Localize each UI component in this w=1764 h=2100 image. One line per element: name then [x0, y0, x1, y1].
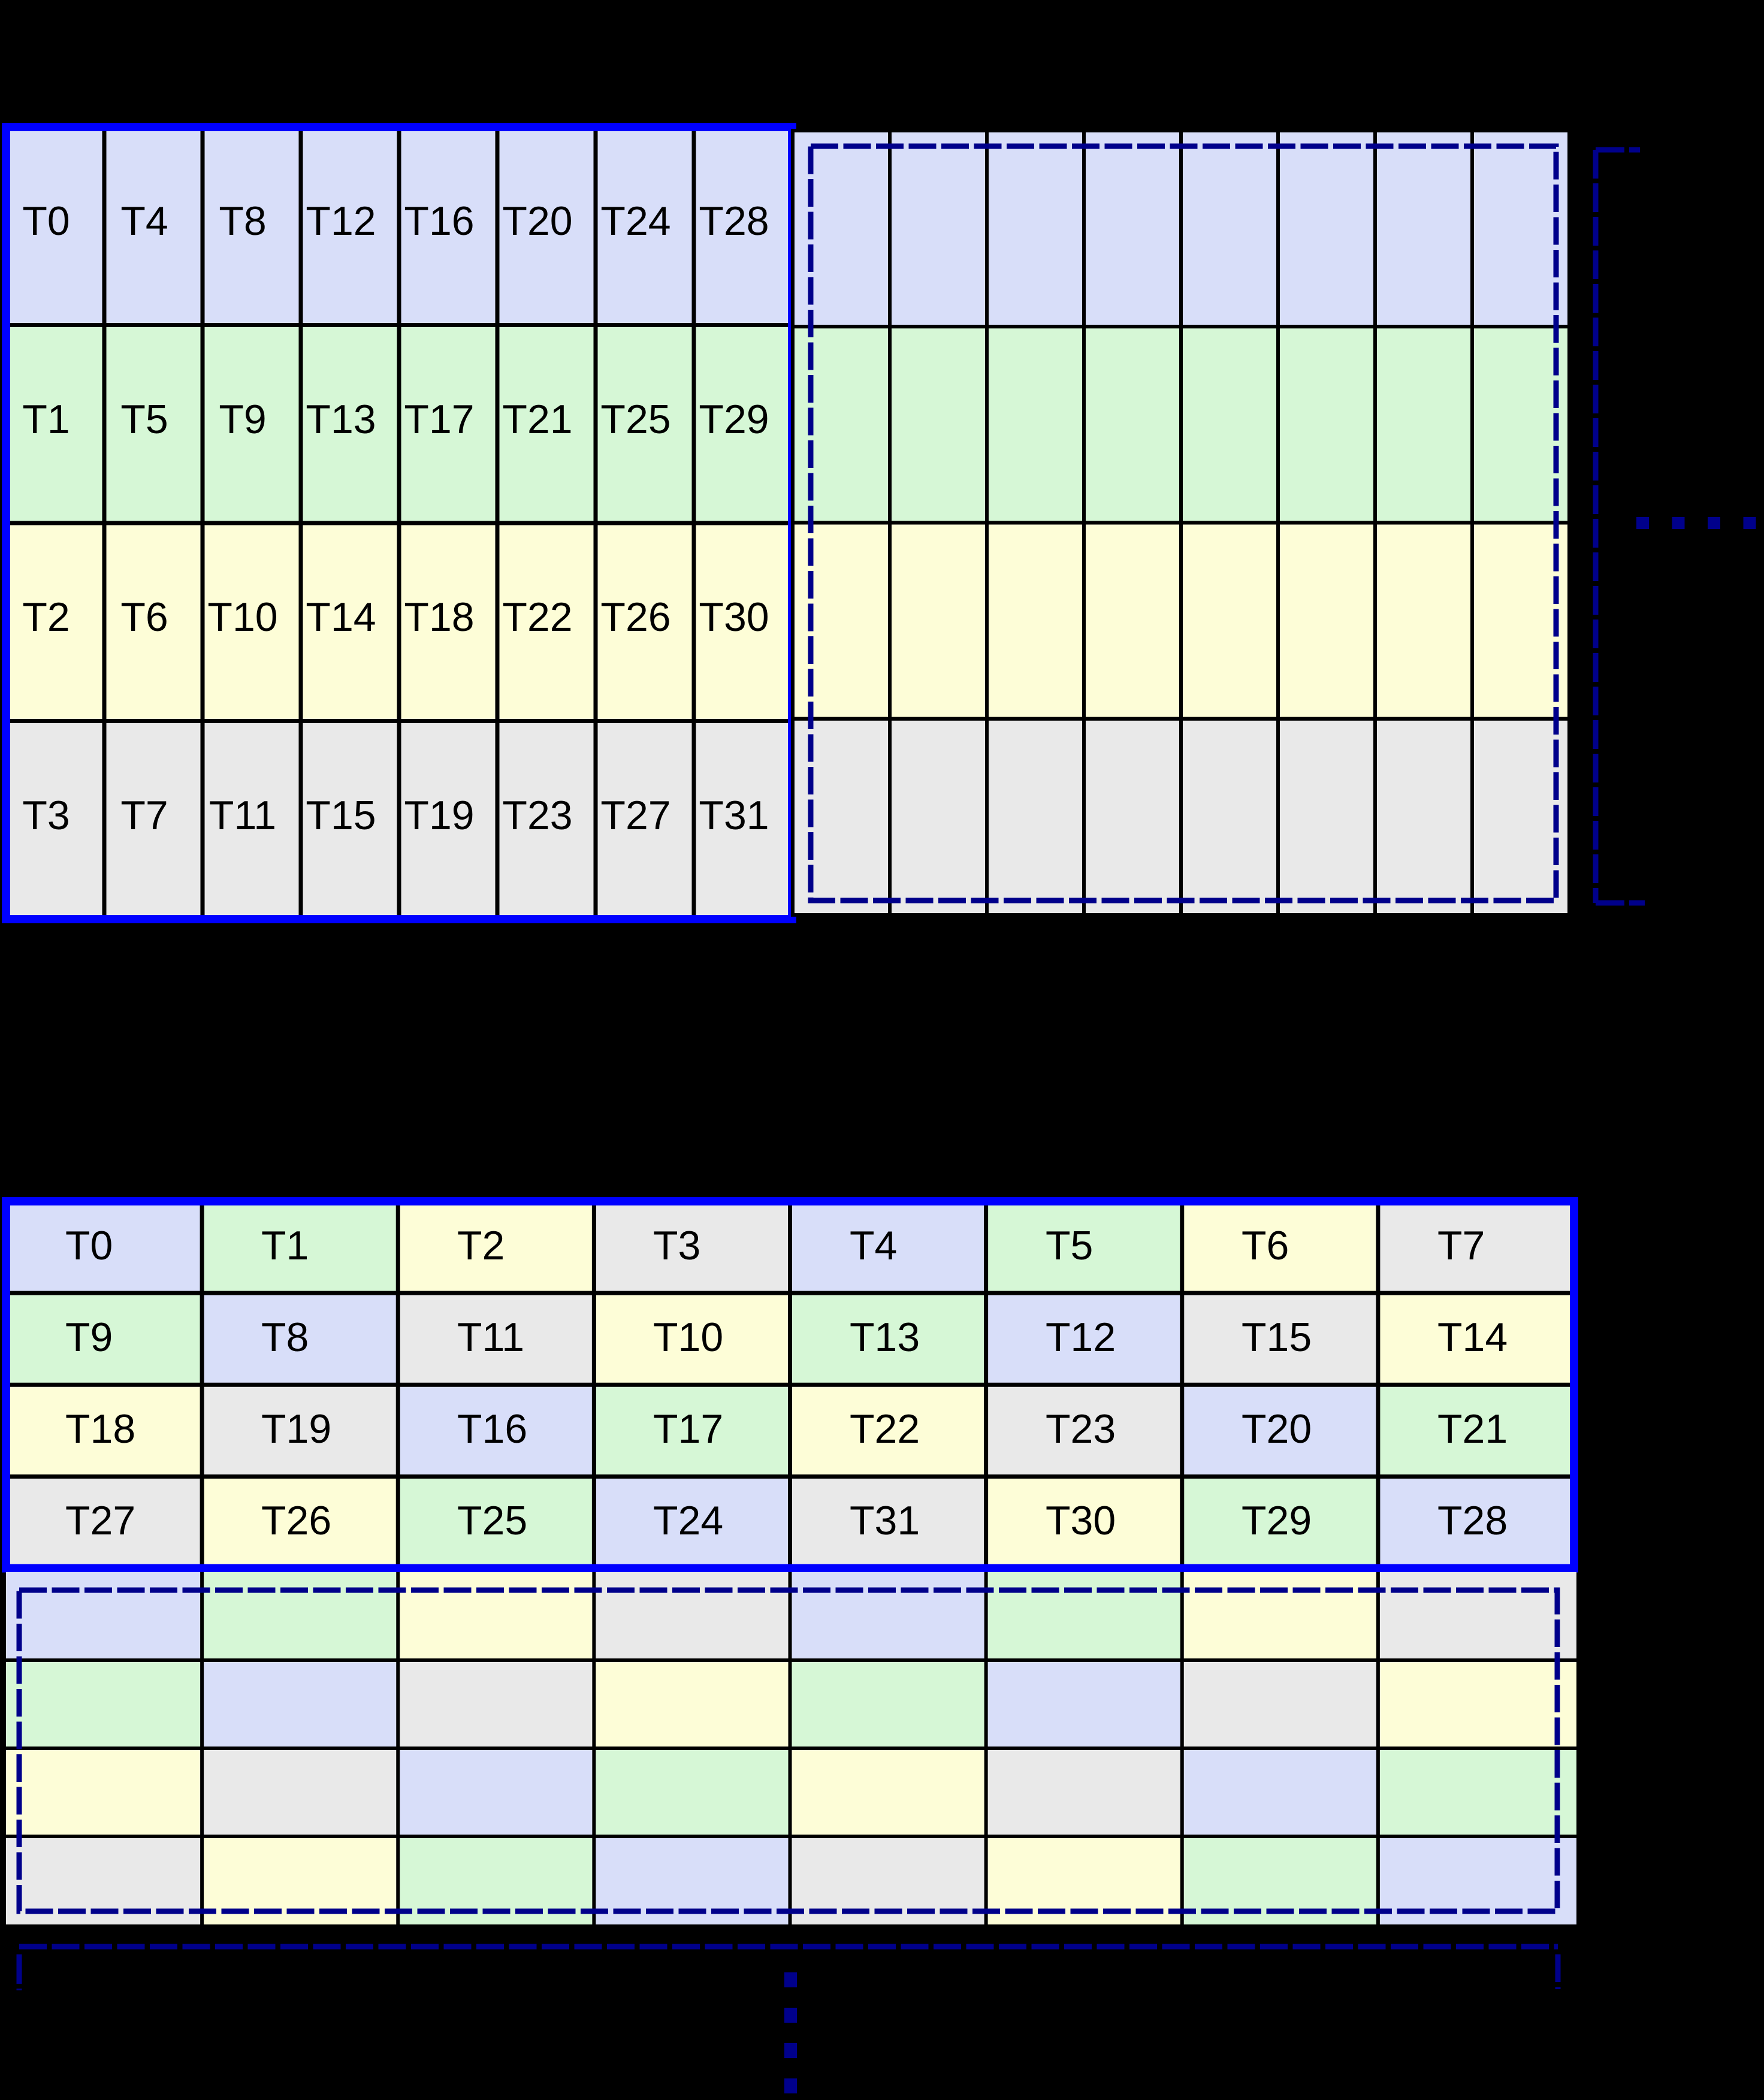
svg-text:T4: T4: [120, 198, 168, 244]
svg-text:T31: T31: [850, 1498, 920, 1543]
svg-text:T17: T17: [653, 1406, 723, 1452]
svg-text:T27: T27: [600, 793, 670, 838]
svg-text:T11: T11: [457, 1315, 524, 1360]
svg-text:T18: T18: [404, 594, 474, 640]
svg-text:T0: T0: [65, 1223, 113, 1268]
svg-text:T25: T25: [600, 397, 670, 442]
svg-text:T30: T30: [1046, 1498, 1116, 1543]
svg-text:T27: T27: [65, 1498, 135, 1543]
svg-text:T2: T2: [457, 1223, 505, 1268]
svg-text:T21: T21: [502, 397, 572, 442]
svg-text:T13: T13: [306, 397, 376, 442]
svg-text:T1: T1: [22, 397, 70, 442]
svg-text:T17: T17: [404, 397, 474, 442]
svg-text:T12: T12: [306, 198, 376, 244]
svg-text:T8: T8: [261, 1315, 309, 1360]
svg-text:T11: T11: [209, 793, 276, 838]
svg-text:T15: T15: [1242, 1315, 1312, 1360]
svg-text:T31: T31: [699, 793, 769, 838]
svg-text:T23: T23: [502, 793, 572, 838]
svg-text:T18: T18: [65, 1406, 135, 1452]
svg-text:T16: T16: [404, 198, 474, 244]
svg-text:T8: T8: [219, 198, 266, 244]
svg-text:T16: T16: [457, 1406, 527, 1452]
svg-text:T26: T26: [261, 1498, 331, 1543]
svg-text:T23: T23: [1046, 1406, 1116, 1452]
svg-text:T9: T9: [219, 397, 266, 442]
svg-text:T19: T19: [404, 793, 474, 838]
svg-text:T7: T7: [1437, 1223, 1485, 1268]
svg-text:T6: T6: [1242, 1223, 1289, 1268]
svg-text:T14: T14: [306, 594, 376, 640]
svg-text:T30: T30: [699, 594, 769, 640]
svg-text:T0: T0: [22, 198, 70, 244]
svg-text:T10: T10: [207, 594, 277, 640]
svg-text:T13: T13: [850, 1315, 920, 1360]
svg-text:T20: T20: [502, 198, 572, 244]
svg-text:T1: T1: [261, 1223, 309, 1268]
svg-text:T5: T5: [120, 397, 168, 442]
svg-text:T24: T24: [600, 198, 670, 244]
svg-text:T24: T24: [653, 1498, 723, 1543]
svg-text:T29: T29: [699, 397, 769, 442]
svg-text:T9: T9: [65, 1315, 113, 1360]
svg-text:T28: T28: [699, 198, 769, 244]
svg-text:T20: T20: [1242, 1406, 1312, 1452]
svg-text:T7: T7: [120, 793, 168, 838]
svg-text:T19: T19: [261, 1406, 331, 1452]
svg-text:T22: T22: [502, 594, 572, 640]
svg-text:T22: T22: [850, 1406, 920, 1452]
svg-text:T3: T3: [653, 1223, 700, 1268]
svg-text:T28: T28: [1437, 1498, 1508, 1543]
svg-text:T15: T15: [306, 793, 376, 838]
svg-text:T25: T25: [457, 1498, 527, 1543]
svg-text:T12: T12: [1046, 1315, 1116, 1360]
svg-text:T3: T3: [22, 793, 70, 838]
svg-text:T10: T10: [653, 1315, 723, 1360]
svg-text:T2: T2: [22, 594, 70, 640]
svg-text:T6: T6: [120, 594, 168, 640]
svg-text:T14: T14: [1437, 1315, 1508, 1360]
svg-text:T21: T21: [1437, 1406, 1508, 1452]
svg-text:T29: T29: [1242, 1498, 1312, 1543]
svg-text:T4: T4: [850, 1223, 897, 1268]
svg-text:T5: T5: [1046, 1223, 1093, 1268]
svg-text:T26: T26: [600, 594, 670, 640]
